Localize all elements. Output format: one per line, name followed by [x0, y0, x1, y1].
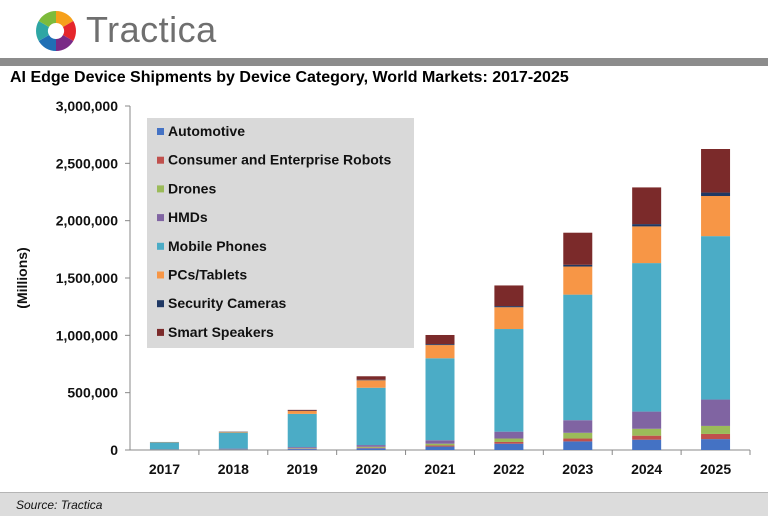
bar-segment [701, 439, 730, 450]
bar-segment [357, 388, 386, 445]
bar-segment [426, 344, 455, 345]
legend-label: Drones [168, 180, 216, 196]
legend-swatch [157, 128, 164, 135]
bar-segment [494, 442, 523, 444]
x-tick-label: 2021 [424, 461, 455, 477]
bar-segment [701, 434, 730, 439]
legend-swatch [157, 243, 164, 250]
legend-label: Automotive [168, 123, 245, 139]
legend-swatch [157, 185, 164, 192]
x-tick-label: 2017 [149, 461, 180, 477]
bar-segment [563, 267, 592, 295]
bar-segment [494, 444, 523, 450]
legend-swatch [157, 272, 164, 279]
bar-segment [426, 345, 455, 358]
bar-segment [494, 306, 523, 307]
bar-segment [426, 444, 455, 446]
bar-segment [701, 149, 730, 193]
y-tick-label: 1,500,000 [56, 270, 118, 286]
legend-label: PCs/Tablets [168, 267, 247, 283]
bar-segment [701, 196, 730, 236]
bar-segment [357, 447, 386, 448]
legend-swatch [157, 157, 164, 164]
bar-segment [357, 380, 386, 381]
bar-segment [632, 429, 661, 436]
x-tick-label: 2022 [493, 461, 524, 477]
bar-segment [426, 447, 455, 450]
legend-label: Consumer and Enterprise Robots [168, 152, 391, 168]
bar-segment [701, 400, 730, 426]
bar-segment [219, 432, 248, 433]
y-tick-label: 2,500,000 [56, 155, 118, 171]
bar-segment [632, 436, 661, 440]
bar-segment [357, 448, 386, 449]
bar-segment [288, 410, 317, 411]
legend-label: Mobile Phones [168, 238, 267, 254]
bar-segment [426, 358, 455, 440]
legend-swatch [157, 214, 164, 221]
source-text: Source: Tractica [16, 498, 102, 512]
bar-segment [632, 412, 661, 429]
bar-segment [426, 440, 455, 443]
legend-label: Smart Speakers [168, 324, 274, 340]
bar-segment [150, 442, 179, 449]
bar-segment [632, 224, 661, 226]
bar-segment [288, 411, 317, 414]
x-tick-label: 2018 [218, 461, 249, 477]
bar-segment [494, 329, 523, 432]
y-tick-label: 3,000,000 [56, 98, 118, 114]
bar-segment [632, 263, 661, 411]
bar-segment [563, 433, 592, 439]
bar-segment [357, 380, 386, 387]
legend-label: HMDs [168, 209, 208, 225]
bar-segment [494, 285, 523, 306]
bar-segment [563, 265, 592, 267]
bar-segment [563, 439, 592, 442]
bar-segment [494, 307, 523, 329]
bar-segment [632, 226, 661, 263]
legend-swatch [157, 329, 164, 336]
bar-segment [288, 414, 317, 447]
y-tick-label: 1,000,000 [56, 327, 118, 343]
legend-swatch [157, 300, 164, 307]
bar-segment [563, 295, 592, 421]
bar-segment [426, 335, 455, 344]
y-tick-label: 500,000 [67, 385, 118, 401]
bar-segment [632, 187, 661, 224]
bar-segment [563, 420, 592, 433]
bar-segment [357, 448, 386, 450]
bar-segment [357, 445, 386, 447]
bar-segment [288, 449, 317, 450]
x-tick-label: 2019 [287, 461, 318, 477]
legend-label: Security Cameras [168, 295, 287, 311]
bar-segment [701, 236, 730, 399]
x-tick-label: 2025 [700, 461, 731, 477]
bar-segment [632, 440, 661, 450]
y-tick-label: 0 [110, 442, 118, 458]
bar-segment [563, 233, 592, 265]
source-bar: Source: Tractica [0, 492, 768, 516]
bar-segment [701, 193, 730, 196]
bar-segment [563, 441, 592, 450]
bar-segment [701, 426, 730, 434]
stacked-bar-chart: Automotive Consumer and Enterprise Robots… [0, 0, 768, 490]
bar-segment [288, 447, 317, 448]
x-tick-label: 2024 [631, 461, 662, 477]
x-tick-label: 2020 [356, 461, 387, 477]
x-tick-label: 2023 [562, 461, 593, 477]
bar-segment [426, 445, 455, 446]
bar-segment [357, 376, 386, 379]
y-axis-title: (Millions) [14, 247, 30, 308]
bar-segment [219, 433, 248, 449]
y-tick-label: 2,000,000 [56, 213, 118, 229]
bar-segment [494, 439, 523, 442]
bar-segment [494, 432, 523, 439]
